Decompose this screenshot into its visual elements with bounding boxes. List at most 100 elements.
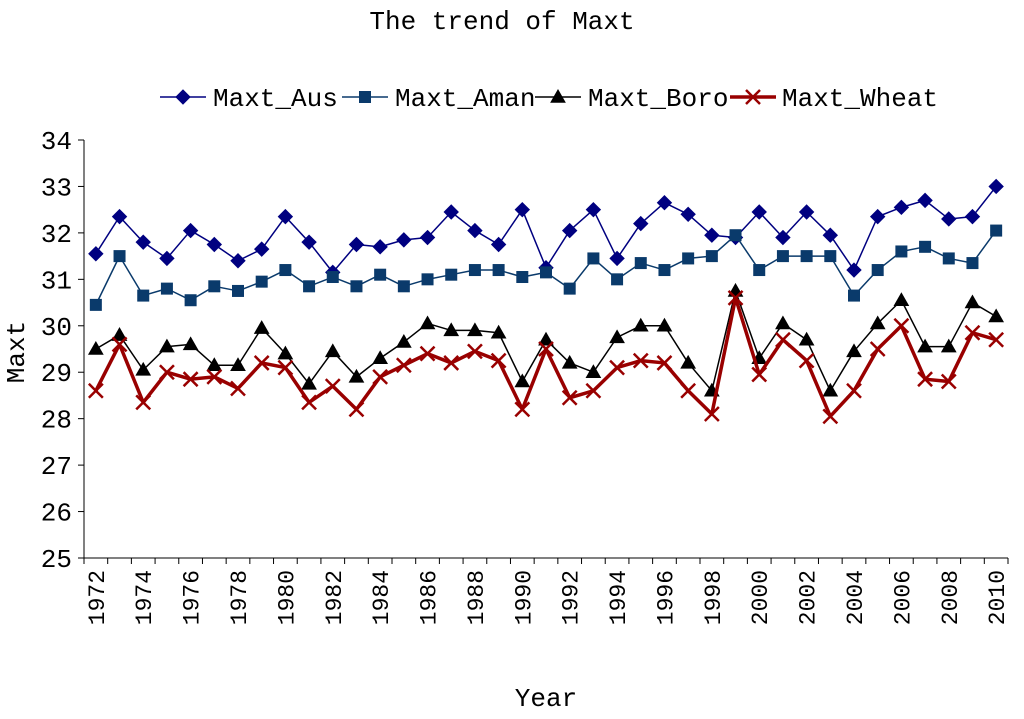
- data-point-maxt-aman: [587, 252, 600, 265]
- data-point-maxt-aus: [893, 199, 910, 216]
- data-point-maxt-wheat: [395, 357, 412, 374]
- data-point-maxt-wheat: [324, 378, 341, 395]
- x-tick-label: 2006: [890, 570, 916, 625]
- data-point-maxt-wheat-stroke: [206, 368, 223, 385]
- data-point-maxt-aman: [776, 250, 789, 263]
- data-point-maxt-aman: [184, 294, 197, 307]
- data-point-maxt-boro: [893, 292, 910, 306]
- data-point-maxt-wheat-stroke: [467, 343, 483, 360]
- y-tick-label: 33: [41, 173, 72, 203]
- data-point-maxt-wheat: [703, 406, 720, 422]
- y-tick-label: 29: [41, 359, 72, 389]
- data-point-maxt-boro: [656, 317, 673, 332]
- data-point-maxt-aman: [942, 252, 955, 265]
- data-point-maxt-wheat: [514, 401, 531, 418]
- data-point-maxt-wheat-stroke: [656, 355, 673, 371]
- y-tick-label: 32: [41, 220, 72, 250]
- legend-marker-stroke: [745, 89, 761, 105]
- data-point-maxt-aman: [753, 264, 766, 277]
- data-point-maxt-boro: [632, 317, 649, 332]
- y-axis-title: Maxt: [2, 321, 32, 383]
- data-point-maxt-boro: [348, 368, 365, 383]
- data-point-maxt-aman: [492, 264, 505, 277]
- data-point-maxt-wheat: [111, 336, 128, 353]
- data-point-maxt-aman: [374, 268, 387, 281]
- data-point-maxt-wheat: [846, 382, 862, 399]
- data-point-maxt-aman: [89, 298, 102, 311]
- series-layer: [87, 178, 1005, 425]
- x-tick-label: 2004: [843, 570, 869, 625]
- data-point-maxt-wheat-stroke: [159, 364, 175, 381]
- data-point-maxt-aus: [798, 204, 815, 220]
- data-point-maxt-wheat-stroke: [727, 290, 744, 306]
- data-point-maxt-aman: [990, 224, 1003, 237]
- data-point-maxt-wheat: [159, 364, 175, 381]
- y-tick-label: 25: [41, 545, 72, 575]
- data-point-maxt-wheat: [230, 380, 246, 397]
- legend-item-maxt-boro: Maxt_Boro: [535, 84, 728, 114]
- y-tick-label: 30: [41, 313, 72, 343]
- data-point-maxt-wheat: [656, 355, 673, 371]
- data-point-maxt-wheat-stroke: [893, 317, 910, 334]
- data-point-maxt-aus: [230, 253, 246, 269]
- data-point-maxt-wheat: [372, 368, 389, 385]
- data-point-maxt-aus: [182, 222, 199, 239]
- data-point-maxt-wheat-stroke: [585, 382, 602, 399]
- data-point-maxt-wheat: [206, 368, 223, 385]
- data-point-maxt-wheat-stroke: [253, 355, 270, 371]
- data-point-maxt-wheat: [609, 359, 625, 376]
- series-line-maxt-aus: [95, 185, 997, 274]
- data-point-maxt-boro: [443, 322, 460, 337]
- y-tick-label: 26: [41, 499, 72, 529]
- x-tick-label: 1990: [511, 570, 537, 625]
- data-point-maxt-boro: [324, 343, 341, 358]
- data-point-maxt-wheat-stroke: [964, 324, 981, 341]
- x-tick-label: 2008: [938, 570, 964, 625]
- data-point-maxt-wheat: [632, 352, 649, 369]
- data-point-maxt-aman: [303, 280, 316, 293]
- data-point-maxt-boro: [206, 357, 223, 372]
- x-tick-label: 1986: [417, 570, 443, 625]
- data-point-maxt-wheat-stroke: [609, 359, 625, 376]
- data-point-maxt-aus: [751, 204, 767, 220]
- data-point-maxt-aus: [680, 206, 696, 223]
- data-point-maxt-aus: [206, 236, 223, 253]
- data-point-maxt-wheat: [964, 324, 981, 341]
- data-point-maxt-aus: [704, 227, 720, 243]
- data-point-maxt-aman: [848, 289, 860, 302]
- data-point-maxt-wheat: [538, 341, 554, 357]
- data-point-maxt-wheat-stroke: [87, 382, 104, 399]
- data-point-maxt-aus: [561, 222, 578, 239]
- x-tick-label: 1980: [274, 570, 300, 625]
- series-line-maxt-wheat: [94, 296, 997, 419]
- data-point-maxt-aus: [467, 222, 483, 239]
- data-point-maxt-aus: [88, 246, 104, 262]
- data-point-maxt-aus: [277, 208, 294, 225]
- data-point-maxt-aus: [585, 201, 602, 218]
- data-point-maxt-aus: [253, 241, 270, 257]
- data-point-maxt-wheat-stroke: [419, 345, 436, 362]
- x-tick-label: 1972: [85, 570, 111, 625]
- data-point-maxt-wheat-stroke: [135, 394, 152, 411]
- data-point-maxt-boro: [940, 338, 957, 353]
- data-point-maxt-aus: [917, 192, 933, 209]
- data-point-maxt-wheat-stroke: [917, 371, 933, 388]
- data-point-maxt-aman: [113, 250, 126, 263]
- data-point-maxt-wheat-stroke: [632, 352, 649, 369]
- chart-title: The trend of Maxt: [369, 7, 634, 37]
- x-tick-label: 1978: [227, 570, 253, 625]
- y-tick-label: 27: [41, 452, 72, 482]
- x-tick-label: 1974: [132, 570, 158, 625]
- data-point-maxt-boro: [775, 315, 791, 330]
- y-tick-label: 28: [41, 406, 72, 436]
- data-point-maxt-boro: [917, 338, 933, 353]
- data-point-maxt-aman: [137, 289, 150, 302]
- data-point-maxt-wheat-stroke: [514, 401, 531, 418]
- data-point-maxt-aman: [824, 250, 837, 263]
- legend-marker: [359, 91, 371, 103]
- data-point-maxt-wheat-stroke: [988, 331, 1005, 348]
- data-point-maxt-wheat: [490, 352, 507, 369]
- data-point-maxt-aman: [279, 264, 292, 277]
